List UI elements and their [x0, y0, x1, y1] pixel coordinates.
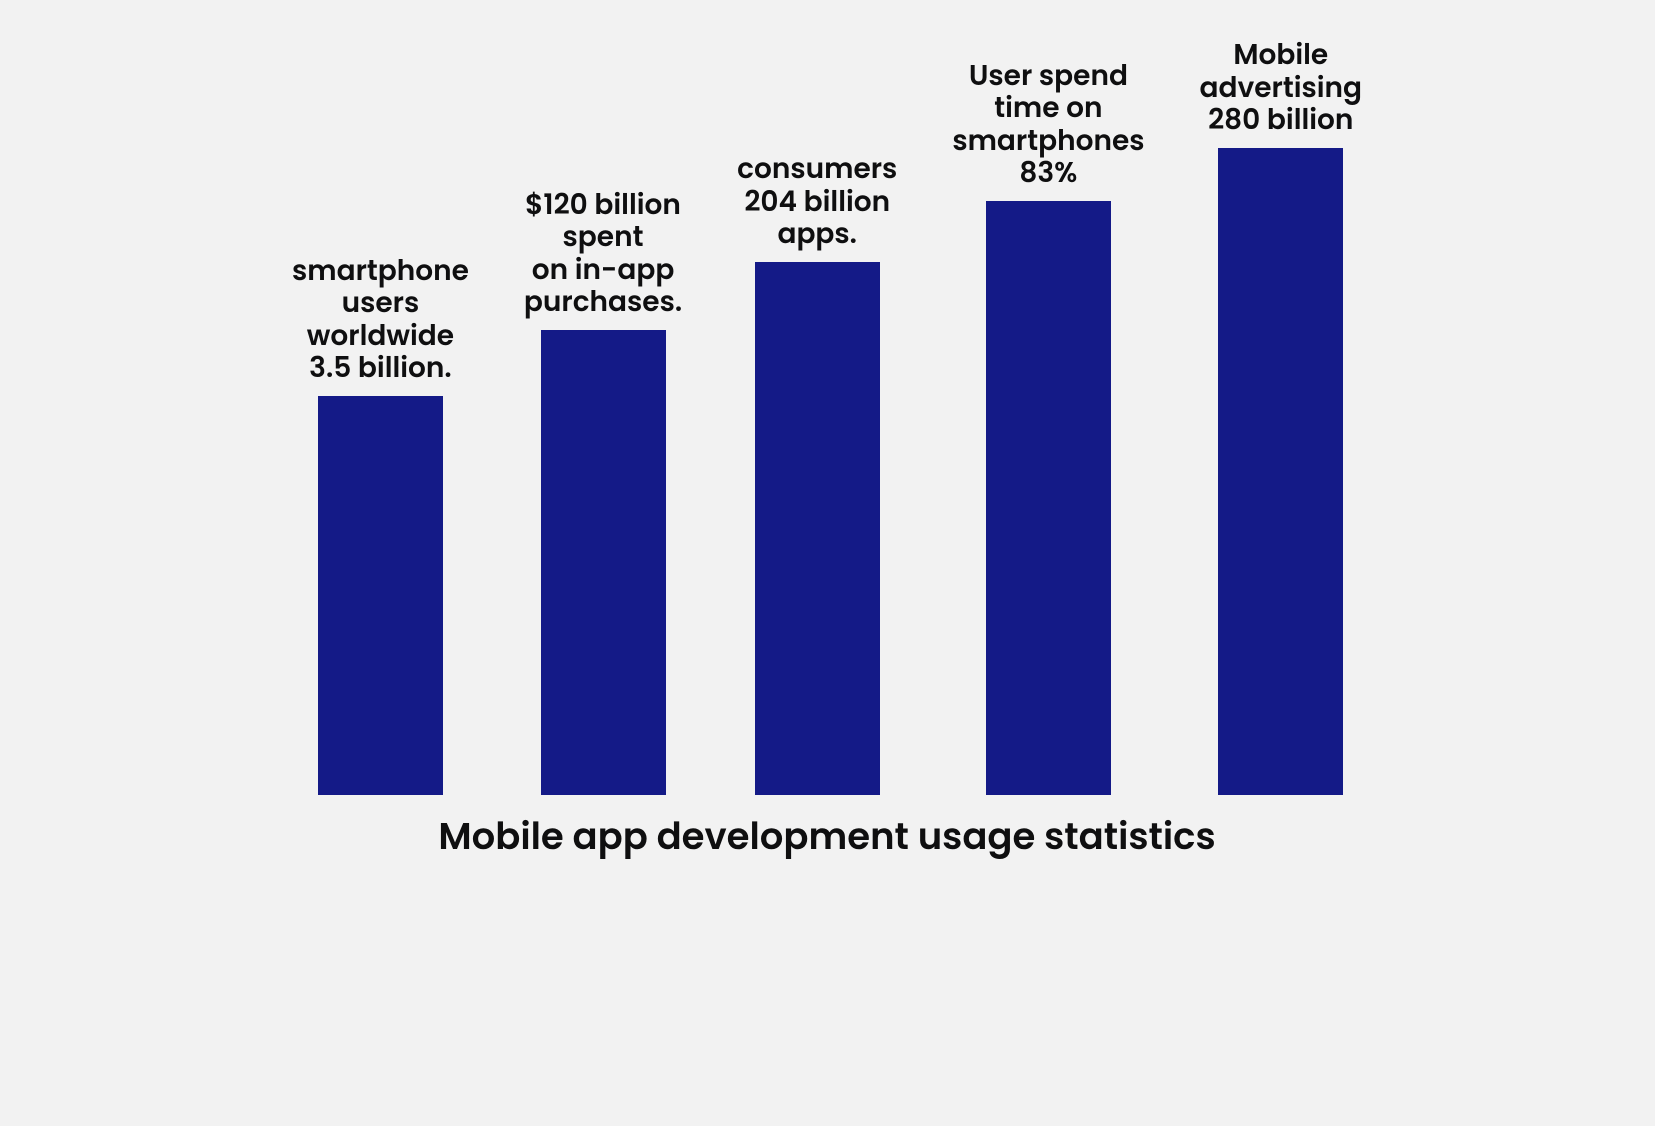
bars-area: smartphone users worldwide 3.5 billion. $… [167, 0, 1487, 795]
canvas: smartphone users worldwide 3.5 billion. $… [0, 0, 1655, 1126]
bar-5 [1218, 148, 1343, 795]
bar-2 [541, 330, 666, 795]
bar-1 [318, 396, 443, 795]
bar-group-2: $120 billion spent on in-app purchases. [524, 189, 682, 795]
bar-group-3: consumers 204 billion apps. [737, 153, 897, 795]
bar-3 [755, 262, 880, 795]
bar-label-4: User spend time on smartphones 83% [952, 60, 1144, 189]
bar-group-5: Mobile advertising 280 billion [1200, 39, 1363, 795]
chart-title: Mobile app development usage statistics [167, 808, 1487, 864]
chart-panel: smartphone users worldwide 3.5 billion. $… [167, 0, 1487, 1126]
bar-group-4: User spend time on smartphones 83% [952, 60, 1144, 795]
bar-label-5: Mobile advertising 280 billion [1200, 39, 1363, 136]
bar-label-2: $120 billion spent on in-app purchases. [524, 189, 682, 318]
bar-label-1: smartphone users worldwide 3.5 billion. [292, 255, 469, 384]
bar-4 [986, 201, 1111, 795]
bar-group-1: smartphone users worldwide 3.5 billion. [292, 255, 469, 795]
bar-label-3: consumers 204 billion apps. [737, 153, 897, 250]
